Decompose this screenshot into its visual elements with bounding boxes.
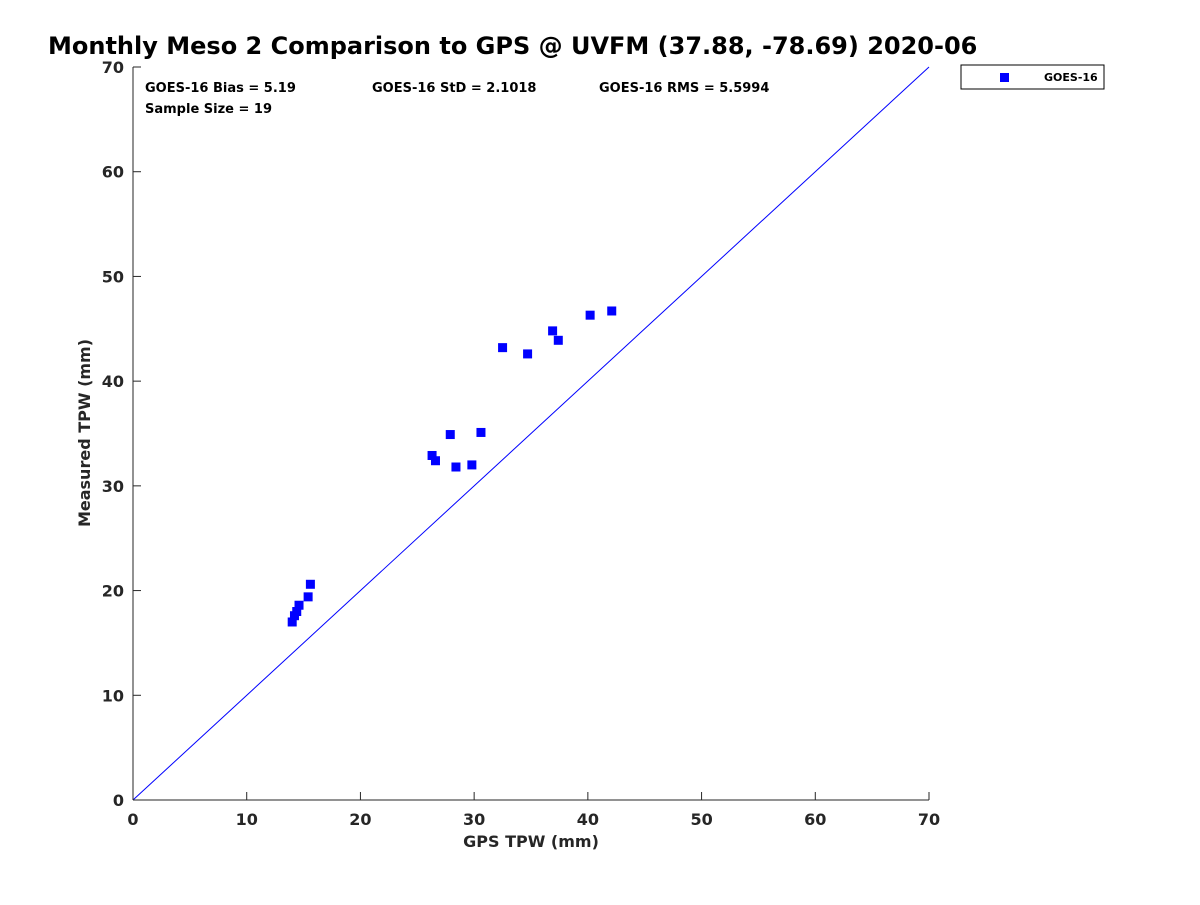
one-to-one-line: [132, 66, 930, 801]
y-tick-label: 30: [102, 477, 124, 496]
y-tick-label: 0: [113, 791, 124, 810]
data-point: [430, 456, 440, 466]
x-tick-label: 0: [127, 810, 138, 829]
data-point: [305, 579, 315, 589]
data-point: [553, 335, 563, 345]
chart-title: Monthly Meso 2 Comparison to GPS @ UVFM …: [48, 32, 977, 60]
y-tick-label: 70: [102, 58, 124, 77]
data-point: [467, 460, 477, 470]
std-annotation: GOES-16 StD = 2.1018: [372, 81, 536, 96]
axes: 0 10 20 30 40 50 60 70 0 10 20 30 40 50 60 70: [102, 58, 940, 829]
data-point: [287, 617, 297, 627]
rms-annotation: GOES-16 RMS = 5.5994: [599, 81, 769, 96]
data-point: [548, 326, 558, 336]
x-tick-label: 70: [918, 810, 940, 829]
data-point: [607, 306, 617, 316]
legend-label-goes-16: GOES-16: [1044, 71, 1098, 84]
y-tick-label: 50: [102, 267, 124, 286]
legend-marker-goes-16: [1000, 73, 1009, 82]
y-tick-label: 60: [102, 163, 124, 182]
data-point: [294, 600, 304, 610]
y-axis-label: Measured TPW (mm): [75, 339, 94, 527]
x-tick-label: 20: [349, 810, 371, 829]
data-point: [476, 427, 486, 437]
x-axis-label: GPS TPW (mm): [463, 832, 599, 851]
data-point: [427, 450, 437, 460]
x-tick-label: 60: [804, 810, 826, 829]
legend-box: [960, 64, 1105, 90]
data-point: [303, 592, 313, 602]
x-tick-label: 10: [236, 810, 258, 829]
y-tick-label: 20: [102, 582, 124, 601]
sample-size-annotation: Sample Size = 19: [145, 102, 272, 117]
data-point: [451, 462, 461, 472]
data-point: [445, 430, 455, 440]
x-tick-label: 50: [690, 810, 712, 829]
data-point: [292, 607, 302, 617]
data-point: [585, 310, 595, 320]
plot-area: [132, 66, 930, 801]
data-point: [498, 343, 508, 353]
legend: GOES-16: [960, 64, 1105, 90]
y-tick-label: 40: [102, 372, 124, 391]
x-tick-label: 40: [577, 810, 599, 829]
x-tick-label: 30: [463, 810, 485, 829]
y-tick-label: 10: [102, 686, 124, 705]
bias-annotation: GOES-16 Bias = 5.19: [145, 81, 296, 96]
data-point: [523, 349, 533, 359]
